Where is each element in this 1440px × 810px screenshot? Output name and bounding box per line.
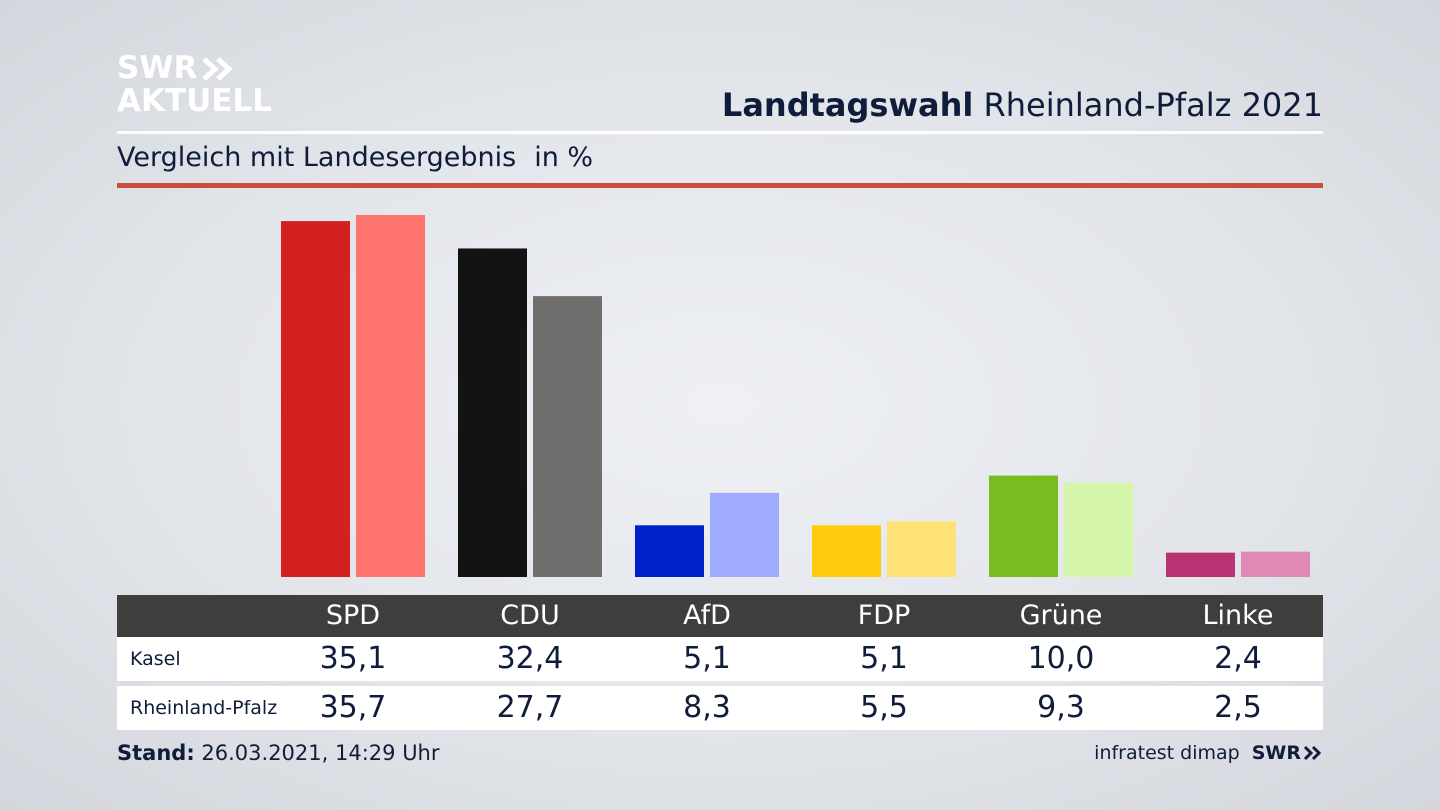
value-cell: 5,1 — [683, 641, 731, 676]
bar-afd-local — [635, 525, 704, 577]
bar-grne-local — [989, 475, 1058, 577]
value-cell: 8,3 — [683, 690, 731, 725]
bar-afd-state — [710, 492, 779, 577]
value-cell: 5,1 — [860, 641, 908, 676]
table-row: Kasel 35,1 32,4 5,1 5,1 10,0 2,4 — [117, 637, 1323, 681]
bar-cdu-local — [458, 248, 527, 577]
brand-text: SWR — [1251, 742, 1301, 764]
stand-label: Stand: — [117, 741, 195, 765]
bar-spd-local — [281, 221, 350, 577]
value-cell: 10,0 — [1027, 641, 1095, 676]
bar-linke-local — [1166, 552, 1235, 577]
header-divider — [117, 131, 1323, 134]
title-rest: Rheinland-Pfalz 2021 — [983, 86, 1323, 124]
double-chevron-icon — [202, 56, 234, 81]
bar-cdu-state — [533, 296, 602, 577]
row-label: Rheinland-Pfalz — [130, 697, 278, 719]
bar-grne-state — [1064, 482, 1133, 577]
bar-linke-state — [1241, 551, 1310, 577]
double-chevron-icon — [1303, 745, 1322, 761]
logo-line-2: AKTUELL — [117, 83, 273, 119]
value-cell: 2,4 — [1214, 641, 1262, 676]
value-cell: 9,3 — [1037, 690, 1085, 725]
table-header: SPD CDU AfD FDP Grüne Linke — [117, 595, 1323, 637]
accent-divider — [117, 183, 1323, 188]
value-cell: 2,5 — [1214, 690, 1262, 725]
stand-value: 26.03.2021, 14:29 Uhr — [201, 741, 440, 765]
source-text: infratest dimap — [1094, 742, 1240, 764]
party-header: CDU — [500, 600, 560, 631]
party-header: AfD — [683, 600, 731, 631]
party-header: Grüne — [1019, 600, 1103, 631]
subtitle-text: Vergleich mit Landesergebnis — [117, 142, 517, 173]
row-label: Kasel — [130, 648, 181, 670]
title-bold: Landtagswahl — [721, 86, 974, 124]
page-title: Landtagswahl Rheinland-Pfalz 2021 — [722, 86, 1323, 124]
value-cell: 27,7 — [496, 690, 564, 725]
value-cell: 35,7 — [319, 690, 387, 725]
subtitle: Vergleich mit Landesergebnis in % — [117, 142, 593, 173]
table-row: Rheinland-Pfalz 35,7 27,7 8,3 5,5 9,3 2,5 — [117, 686, 1323, 730]
value-cell: 35,1 — [319, 641, 387, 676]
party-header: Linke — [1202, 600, 1274, 631]
bar-fdp-state — [887, 521, 956, 577]
value-cell: 5,5 — [860, 690, 908, 725]
bar-spd-state — [356, 215, 425, 577]
timestamp: Stand: 26.03.2021, 14:29 Uhr — [117, 741, 440, 765]
swr-footer-logo: SWR — [1252, 742, 1323, 764]
swr-aktuell-logo: SWR AKTUELL — [117, 53, 272, 117]
bar-fdp-local — [812, 525, 881, 577]
party-header: SPD — [325, 600, 381, 631]
unit-label: in % — [534, 142, 594, 173]
party-header: FDP — [857, 600, 911, 631]
source-credit: infratest dimap SWR — [1094, 742, 1323, 764]
logo-line-1: SWR — [117, 50, 198, 86]
value-cell: 32,4 — [496, 641, 564, 676]
